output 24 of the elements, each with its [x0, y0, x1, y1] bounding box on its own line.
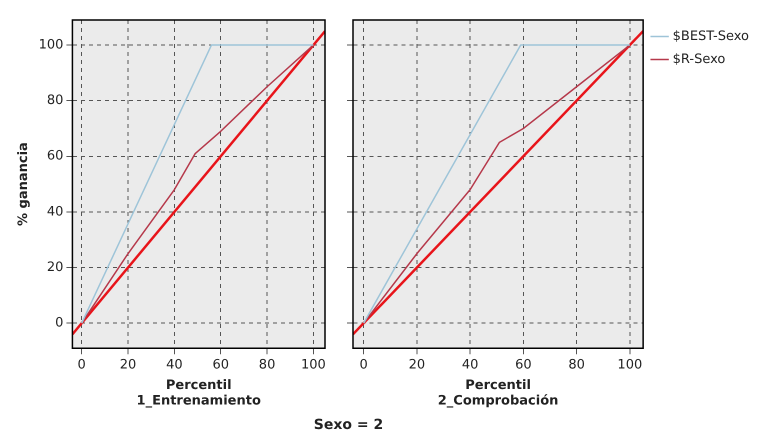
- x-tick-label: 20: [120, 357, 136, 372]
- x-axis-title: Percentil 2_Comprobación: [438, 378, 558, 409]
- y-tick-label: 60: [46, 148, 64, 164]
- y-tick-label: 0: [55, 316, 64, 331]
- x-tick-label: 100: [301, 357, 326, 372]
- legend-label: $BEST-Sexo: [672, 28, 750, 44]
- x-tick-label: 60: [212, 357, 229, 372]
- y-tick-label: 80: [46, 93, 64, 108]
- text: Sexo = 2: [312, 417, 384, 433]
- x-axis-title: Percentil 1_Entrenamiento: [136, 378, 261, 409]
- y-tick-label: 20: [46, 260, 64, 275]
- x-tick-label: 100: [617, 357, 642, 372]
- x-tick-label: 20: [408, 357, 426, 372]
- x-tick-label: 40: [462, 357, 478, 372]
- x-tick-label: 80: [258, 357, 276, 372]
- legend-label: $R-Sexo: [672, 52, 726, 67]
- x-tick-label: 60: [515, 357, 532, 372]
- y-tick-label: 40: [46, 204, 64, 220]
- x-tick-label: 80: [568, 357, 585, 372]
- y-axis-title: % ganancia: [16, 142, 32, 226]
- x-tick-label: 40: [166, 357, 183, 372]
- x-tick-label: 0: [360, 357, 368, 372]
- y-tick-label: 100: [38, 37, 64, 52]
- x-tick-label: 0: [78, 357, 86, 372]
